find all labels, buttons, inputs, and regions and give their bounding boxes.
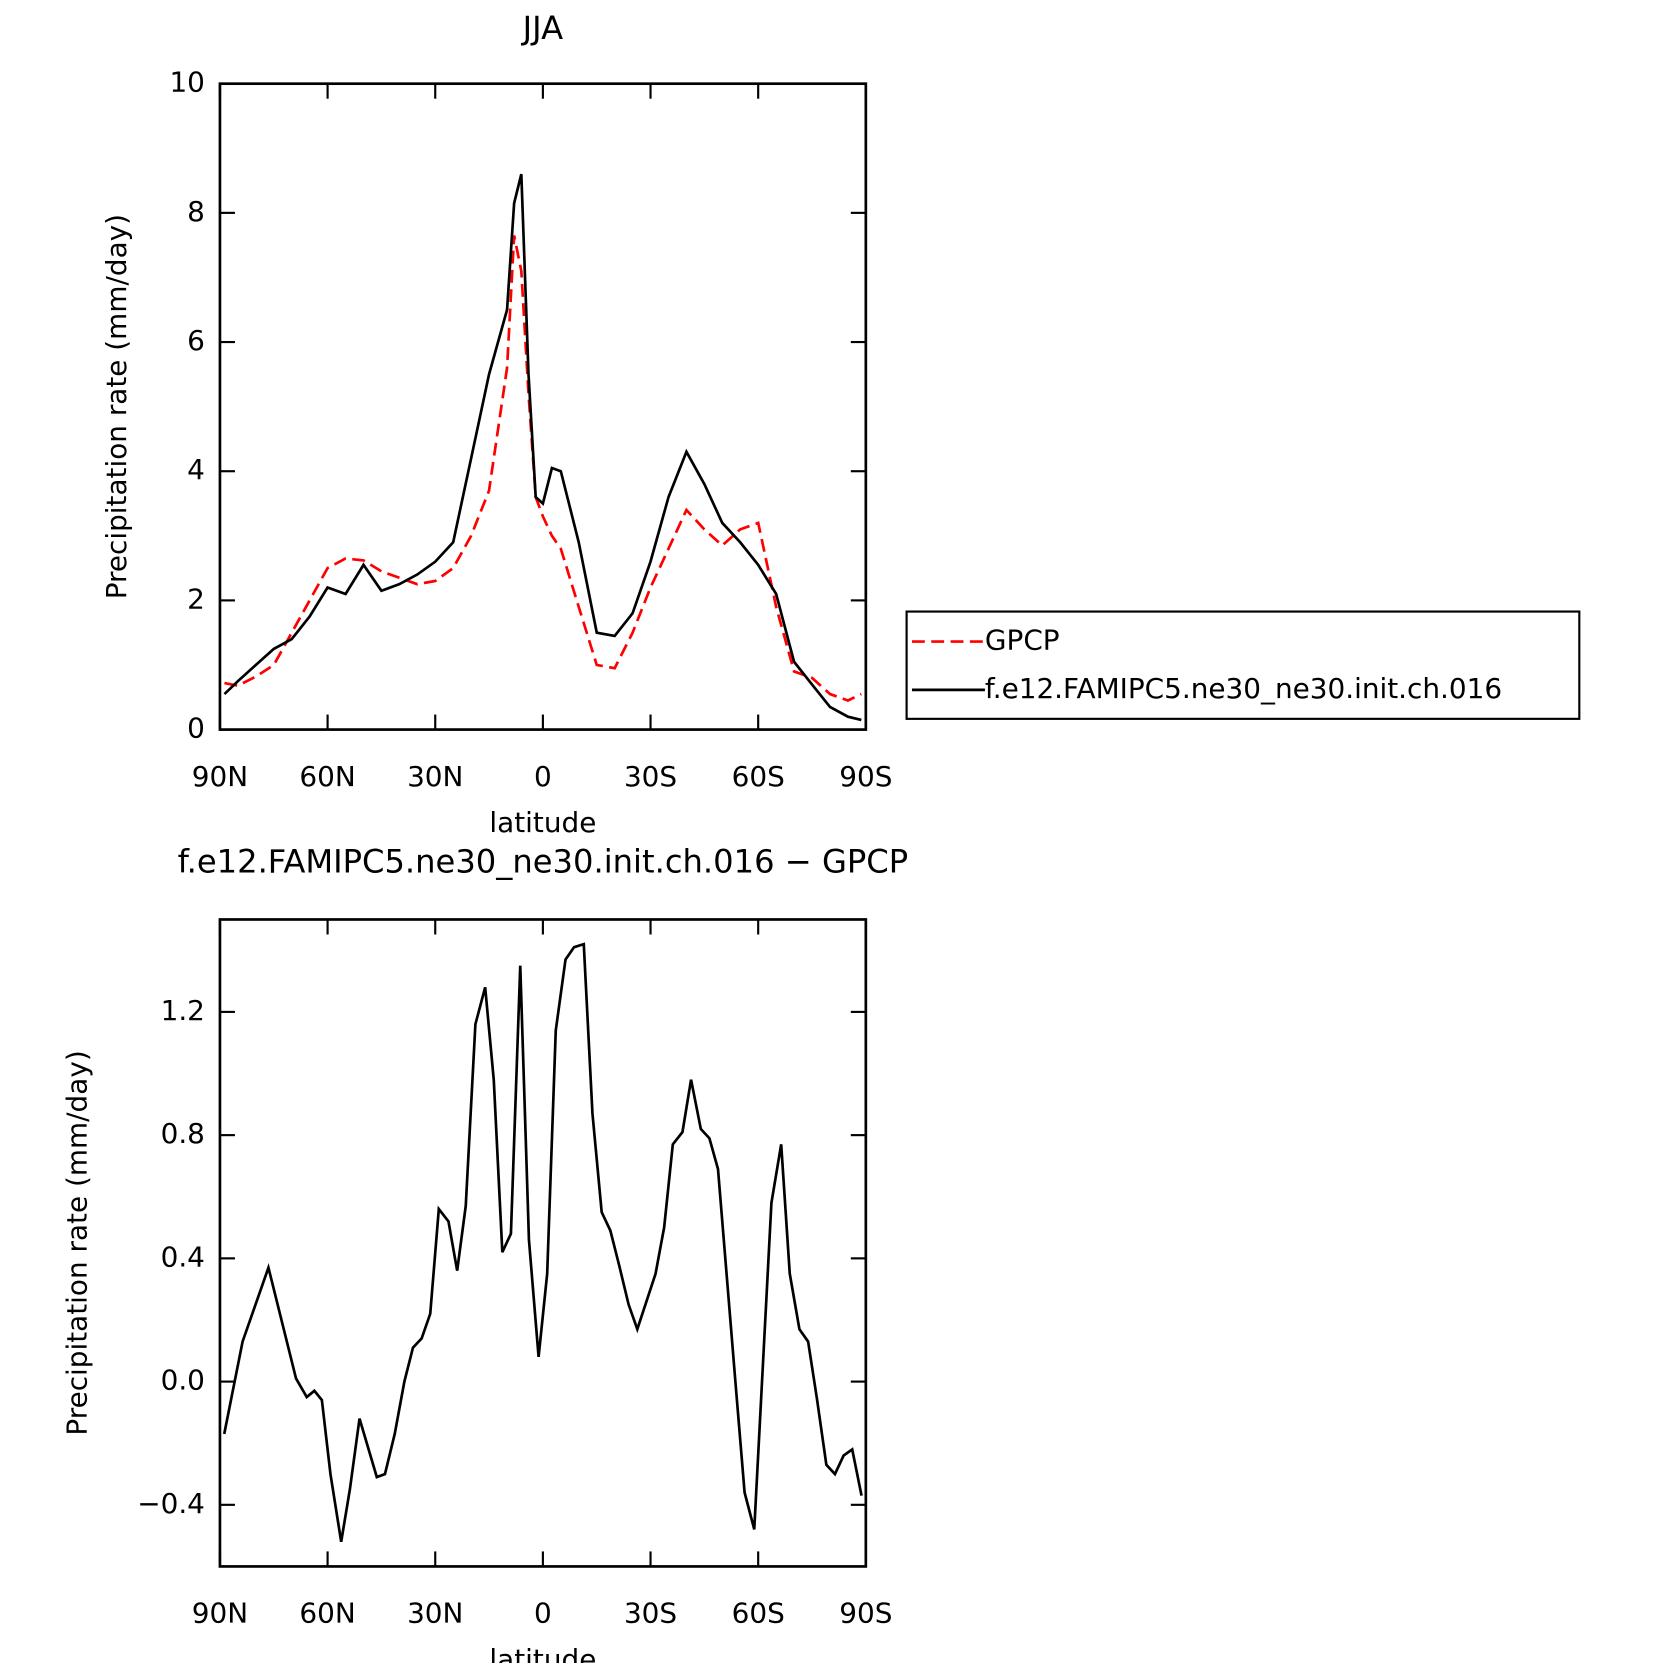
x-tick-label: 60S (732, 1597, 785, 1630)
y-tick-label: 4 (187, 453, 205, 486)
x-tick-label: 90S (839, 1597, 892, 1630)
x-tick-label: 0 (534, 1597, 552, 1630)
x-tick-label: 90N (192, 1597, 248, 1630)
y-tick-label: 0.4 (161, 1240, 205, 1273)
y-tick-label: 2 (187, 582, 205, 615)
y-tick-label: 0.8 (161, 1117, 205, 1150)
y-tick-label: 8 (187, 195, 205, 228)
y-tick-label: 6 (187, 324, 205, 357)
x-tick-label: 90N (192, 760, 248, 793)
chart-title: JJA (521, 9, 563, 47)
x-axis-label: latitude (489, 806, 596, 839)
x-tick-label: 0 (534, 760, 552, 793)
y-axis-label: Precipitation rate (mm/day) (60, 1050, 93, 1435)
legend-label: f.e12.FAMIPC5.ne30_ne30.init.ch.016 (985, 672, 1502, 705)
plot-frame (218, 82, 868, 731)
legend-label: GPCP (985, 624, 1060, 657)
x-tick-label: 60S (732, 760, 785, 793)
data-line (223, 173, 862, 722)
x-tick-label: 30N (407, 1597, 463, 1630)
y-axis-label: Precipitation rate (mm/day) (100, 214, 133, 599)
x-tick-label: 30S (624, 760, 677, 793)
x-tick-label: 30N (407, 760, 463, 793)
data-line (222, 942, 863, 1542)
y-tick-label: 0.0 (161, 1364, 205, 1397)
x-axis-label: latitude (489, 1643, 596, 1663)
y-tick-label: 0 (187, 712, 205, 745)
y-tick-label: 1.2 (161, 994, 205, 1027)
y-tick-label: 10 (169, 66, 204, 99)
data-line (224, 235, 862, 702)
chart-title: f.e12.FAMIPC5.ne30_ne30.init.ch.016 − GP… (178, 843, 909, 881)
x-tick-label: 30S (624, 1597, 677, 1630)
legend-box (905, 610, 1581, 720)
x-tick-label: 90S (839, 760, 892, 793)
x-tick-label: 60N (299, 760, 355, 793)
y-tick-label: −0.4 (137, 1487, 205, 1520)
x-tick-label: 60N (299, 1597, 355, 1630)
plot-frame (218, 918, 868, 1568)
